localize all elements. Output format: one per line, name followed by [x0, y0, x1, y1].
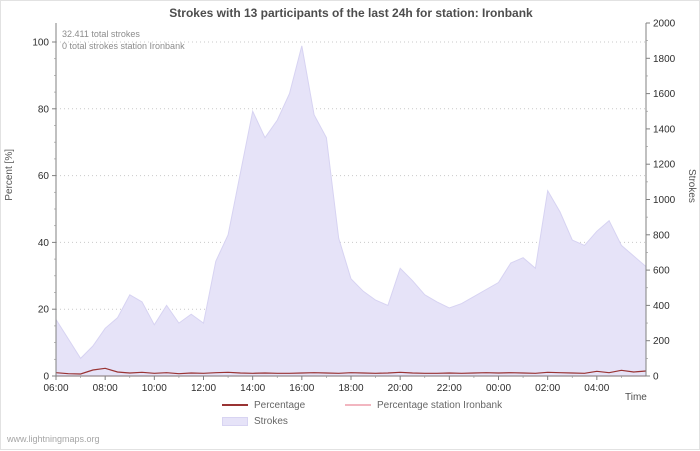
x-tick-label: 12:00: [191, 383, 216, 394]
x-tick-label: 22:00: [437, 383, 462, 394]
x-tick-label: 02:00: [535, 383, 560, 394]
strokes-area-swatch: [222, 416, 248, 426]
right-tick-label: 1600: [653, 89, 676, 100]
left-tick-label: 80: [38, 104, 50, 115]
x-tick-label: 10:00: [142, 383, 167, 394]
x-tick-label: 18:00: [338, 383, 363, 394]
right-tick-label: 800: [653, 230, 670, 241]
right-tick-label: 600: [653, 266, 670, 277]
chart-title: Strokes with 13 participants of the last…: [169, 6, 533, 20]
left-tick-label: 40: [38, 238, 50, 249]
strokes-area-outline: [55, 45, 647, 360]
legend-row: Percentage Percentage station Ironbank: [222, 397, 502, 413]
watermark-link[interactable]: www.lightningmaps.org: [7, 434, 100, 444]
x-tick-label: 16:00: [289, 383, 314, 394]
x-tick-label: 14:00: [240, 383, 265, 394]
left-tick-label: 60: [38, 171, 50, 182]
percentage-line-swatch: [222, 404, 248, 406]
percentage-line: [55, 367, 647, 375]
x-tick-label: 20:00: [388, 383, 413, 394]
legend-label-percentage: Percentage: [254, 399, 306, 411]
strokes-area: [56, 45, 646, 377]
left-tick-label: 100: [32, 38, 49, 49]
x-tick-label: 06:00: [43, 383, 68, 394]
x-tick-label: 08:00: [93, 383, 118, 394]
right-tick-label: 200: [653, 336, 670, 347]
right-tick-label: 400: [653, 301, 670, 312]
left-tick-label: 0: [43, 372, 49, 383]
legend: Percentage Percentage station Ironbank S…: [222, 397, 502, 429]
legend-item-percentage: Percentage: [222, 400, 345, 411]
legend-row: Strokes: [222, 413, 502, 429]
legend-item-percentage-station: Percentage station Ironbank: [345, 400, 502, 411]
x-tick-label: 04:00: [584, 383, 609, 394]
right-tick-label: 2000: [653, 19, 676, 30]
station-line-swatch: [345, 404, 371, 406]
legend-label-strokes: Strokes: [254, 415, 288, 427]
right-tick-label: 1800: [653, 54, 676, 65]
left-tick-label: 20: [38, 305, 50, 316]
right-tick-label: 1000: [653, 195, 676, 206]
annotation-station-strokes: 0 total strokes station Ironbank: [62, 41, 185, 51]
right-tick-label: 1200: [653, 160, 676, 171]
right-axis-label: Strokes: [686, 169, 697, 203]
right-tick-label: 0: [653, 372, 659, 383]
annotation-total-strokes: 32.411 total strokes: [62, 29, 140, 39]
x-tick-label: 00:00: [486, 383, 511, 394]
x-axis-label: Time: [625, 392, 647, 403]
right-tick-label: 1400: [653, 124, 676, 135]
legend-item-strokes: Strokes: [222, 416, 288, 427]
left-axis-label: Percent [%]: [4, 149, 15, 201]
legend-label-percentage-station: Percentage station Ironbank: [377, 399, 503, 411]
